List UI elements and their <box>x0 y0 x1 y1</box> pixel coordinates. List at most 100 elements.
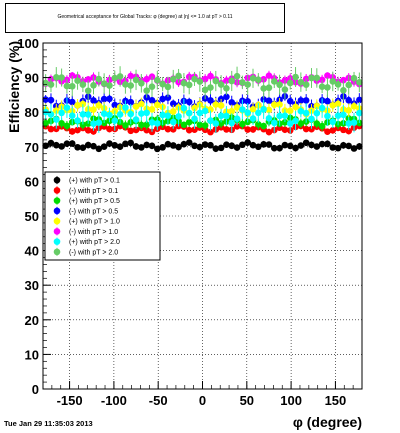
data-point <box>74 77 81 84</box>
data-point <box>223 141 230 149</box>
data-point <box>84 76 92 83</box>
data-point <box>334 81 342 88</box>
data-point <box>334 144 342 152</box>
data-point <box>122 140 129 148</box>
data-point <box>90 142 97 150</box>
data-point <box>228 119 236 127</box>
data-point <box>297 97 305 104</box>
data-point <box>132 116 140 123</box>
data-point <box>281 86 289 93</box>
data-point <box>276 81 283 89</box>
data-point <box>260 105 267 113</box>
title-box: Geometrical acceptance for Global Tracks… <box>5 3 285 33</box>
data-point <box>318 104 326 112</box>
data-point <box>239 79 246 86</box>
data-point <box>302 139 310 147</box>
legend-marker <box>53 248 61 256</box>
data-point <box>281 141 289 149</box>
y-tick-label: 0 <box>32 382 39 397</box>
data-point <box>95 75 103 83</box>
data-point <box>148 142 156 150</box>
data-point <box>308 125 315 133</box>
data-point <box>191 75 198 83</box>
data-point <box>185 139 193 146</box>
data-point <box>292 103 299 111</box>
data-point <box>100 95 108 103</box>
data-point <box>244 81 251 88</box>
data-point <box>217 102 225 109</box>
data-point <box>68 140 76 147</box>
data-point <box>106 125 113 133</box>
data-point <box>350 74 358 82</box>
data-point <box>47 96 55 104</box>
data-point <box>143 126 150 134</box>
data-point <box>169 100 177 108</box>
data-point <box>260 85 267 92</box>
data-point <box>212 120 220 127</box>
data-point <box>79 121 87 129</box>
data-point <box>286 79 294 87</box>
data-point <box>127 127 135 135</box>
data-point <box>270 119 278 127</box>
x-tick-label: 50 <box>240 393 254 408</box>
data-point <box>164 112 172 119</box>
data-point <box>239 141 246 149</box>
data-point <box>132 76 140 84</box>
data-point <box>345 81 353 89</box>
data-point <box>138 121 145 129</box>
data-point <box>175 143 182 151</box>
legend-marker <box>53 217 61 225</box>
data-point <box>217 119 225 127</box>
data-point <box>68 82 76 90</box>
data-point <box>106 95 113 103</box>
data-point <box>207 106 214 113</box>
data-point <box>90 120 97 127</box>
data-point <box>292 73 299 81</box>
data-point <box>270 101 278 108</box>
data-point <box>281 126 289 133</box>
data-point <box>308 74 315 82</box>
data-point <box>159 95 166 103</box>
legend-label: (-) with pT > 0.1 <box>69 188 118 195</box>
data-point <box>313 120 321 127</box>
data-point <box>185 126 193 134</box>
data-point <box>345 142 353 150</box>
x-tick-label: -100 <box>101 393 127 408</box>
data-point <box>138 110 145 117</box>
data-point <box>244 98 251 105</box>
data-point <box>223 112 230 120</box>
data-point <box>84 111 92 118</box>
data-point <box>318 76 326 84</box>
data-point <box>201 107 209 115</box>
data-point <box>249 74 257 82</box>
legend-marker <box>53 176 61 184</box>
data-point <box>164 94 172 101</box>
data-point <box>74 126 81 134</box>
data-point <box>185 81 193 89</box>
legend-label: (-) with pT > 1.0 <box>69 229 118 236</box>
data-point <box>308 115 315 123</box>
data-point <box>148 83 156 90</box>
data-point <box>180 121 188 129</box>
data-point <box>244 126 251 133</box>
data-point <box>79 81 87 88</box>
data-point <box>233 72 241 80</box>
data-point <box>148 128 156 136</box>
data-point <box>164 140 172 148</box>
data-point <box>95 119 103 127</box>
data-point <box>127 72 135 80</box>
data-point <box>350 102 358 110</box>
data-point <box>95 145 103 153</box>
data-point <box>58 109 65 117</box>
data-point <box>185 109 193 117</box>
data-point <box>345 127 353 135</box>
data-point <box>159 111 166 119</box>
data-point <box>260 96 267 103</box>
data-point <box>223 84 230 92</box>
data-point <box>42 96 49 103</box>
data-point <box>154 120 161 127</box>
data-point <box>340 111 347 119</box>
data-point <box>265 97 273 105</box>
timestamp: Tue Jan 29 11:35:03 2013 <box>4 419 93 428</box>
y-tick-label: 70 <box>25 140 39 155</box>
